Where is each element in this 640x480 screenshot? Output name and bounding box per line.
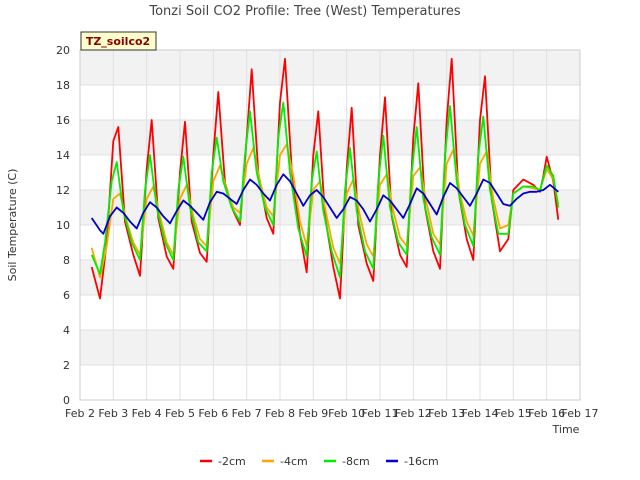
series-line-m16cm xyxy=(90,173,559,235)
x-tick-label: Feb 9 xyxy=(298,407,328,420)
x-tick-label: Feb 12 xyxy=(395,407,432,420)
x-axis-ticks: Feb 2 Feb 3 Feb 4 Feb 5 Feb 6 Feb 7 Feb 8 Feb 9… xyxy=(65,407,598,420)
x-tick-label: Feb 16 xyxy=(528,407,565,420)
x-tick-label: Feb 7 xyxy=(232,407,262,420)
series-layer xyxy=(90,57,560,300)
plot-band xyxy=(80,295,580,330)
y-tick-label: 6 xyxy=(63,289,70,302)
x-axis-label: Time xyxy=(552,423,580,436)
station-badge: TZ_soilco2 xyxy=(80,31,157,51)
y-tick-label: 20 xyxy=(56,44,70,57)
y-axis-label: Soil Temperature (C) xyxy=(6,169,19,282)
y-tick-label: 16 xyxy=(56,114,70,127)
x-tick-label: Feb 10 xyxy=(328,407,365,420)
x-tick-label: Feb 4 xyxy=(132,407,162,420)
plot-band xyxy=(80,85,580,120)
x-tick-label: Feb 14 xyxy=(462,407,499,420)
x-tick-label: Feb 3 xyxy=(98,407,128,420)
x-tick-label: Feb 15 xyxy=(495,407,532,420)
plot-band xyxy=(80,365,580,400)
y-tick-label: 4 xyxy=(63,324,70,337)
series-line-m8cm xyxy=(90,101,560,279)
legend-label: -8cm xyxy=(342,455,370,468)
x-tick-label: Feb 2 xyxy=(65,407,95,420)
plot-band xyxy=(80,50,580,85)
station-badge-box xyxy=(80,31,157,51)
plot-frame xyxy=(79,49,581,401)
chart-title: Tonzi Soil CO2 Profile: Tree (West) Temp… xyxy=(148,4,461,19)
x-tick-label: Feb 11 xyxy=(362,407,399,420)
y-tick-label: 18 xyxy=(56,79,70,92)
y-axis-ticks: 0 2 4 6 8 10 12 14 16 18 20 xyxy=(56,44,70,407)
x-tick-label: Feb 6 xyxy=(198,407,228,420)
y-tick-label: 10 xyxy=(56,219,70,232)
y-tick-label: 14 xyxy=(56,149,70,162)
x-tick-label: Feb 13 xyxy=(428,407,465,420)
y-tick-label: 8 xyxy=(63,254,70,267)
plot-band xyxy=(80,330,580,365)
x-tick-label: Feb 8 xyxy=(265,407,295,420)
plot-band xyxy=(80,120,580,155)
legend-label: -16cm xyxy=(404,455,439,468)
plot-band xyxy=(80,260,580,295)
y-tick-label: 12 xyxy=(56,184,70,197)
y-tick-label: 0 xyxy=(63,394,70,407)
plot-band xyxy=(80,155,580,190)
legend-label: -4cm xyxy=(280,455,308,468)
legend-label: -2cm xyxy=(218,455,246,468)
y-tick-label: 2 xyxy=(63,359,70,372)
x-tick-label: Feb 17 xyxy=(562,407,599,420)
station-badge-label: TZ_soilco2 xyxy=(86,35,150,48)
x-tick-label: Feb 5 xyxy=(165,407,195,420)
legend: -2cm -4cm -8cm -16cm xyxy=(200,455,439,468)
